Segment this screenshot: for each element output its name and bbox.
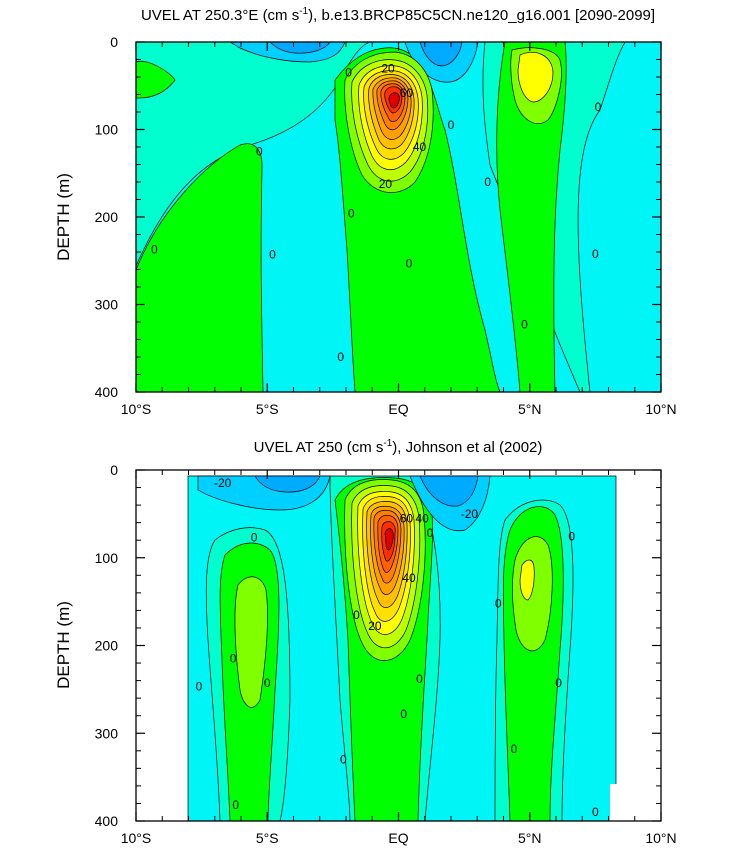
contour-label-bottom: 20 xyxy=(368,619,382,633)
contour-label-bottom: 0 xyxy=(400,707,407,721)
contour-label-top: 0 xyxy=(345,66,352,80)
x-tick-label-top: 10°S xyxy=(121,401,152,417)
contour-labels-top: 0 0 0 0 0 0 0 0 0 0 0 0 20 60 40 20 xyxy=(151,61,602,364)
pos-left-inner-bot xyxy=(234,576,268,708)
contour-label-top: 60 xyxy=(400,86,414,100)
y-tick-label-top: 100 xyxy=(95,122,119,138)
contour-label-top: 0 xyxy=(337,350,344,364)
contour-label-top: 20 xyxy=(381,61,395,75)
contour-label-top: 40 xyxy=(413,140,427,154)
contour-label-top: 0 xyxy=(484,175,491,189)
x-tick-label-top: EQ xyxy=(388,401,408,417)
x-tick-label-bottom: 10°S xyxy=(121,830,152,846)
contour-label-top: 0 xyxy=(595,100,602,114)
contour-label-top: 20 xyxy=(379,177,393,191)
ylabel-bottom: DEPTH (m) xyxy=(54,601,73,689)
contour-label-top: 0 xyxy=(269,248,276,262)
contour-label-top: 0 xyxy=(448,118,455,132)
contour-label-bottom: 0 xyxy=(592,805,599,819)
contour-label-bottom: 0 xyxy=(555,676,562,690)
contour-label-top: 0 xyxy=(406,256,413,270)
x-tick-label-top: 5°N xyxy=(518,401,542,417)
contour-label-bottom: 0 xyxy=(353,608,360,622)
y-tick-label-bottom: 200 xyxy=(95,638,119,654)
contour-label-bottom: 40 xyxy=(402,571,416,585)
contour-label-top: 0 xyxy=(348,207,355,221)
contour-label-bottom: 60 xyxy=(400,511,414,525)
contour-label-bottom: 0 xyxy=(251,531,258,545)
neg-patch-right-inner-bot xyxy=(419,475,479,507)
neg-patch-left-inner-top xyxy=(269,42,331,54)
contour-field-top xyxy=(136,42,661,392)
x-tick-label-bottom: EQ xyxy=(388,830,408,846)
contour-field-bottom xyxy=(187,475,618,821)
ylabel-top: DEPTH (m) xyxy=(54,173,73,261)
title-top: UVEL AT 250.3°E (cm s-1), b.e13.BRCP85C5… xyxy=(141,6,655,24)
panel-top: UVEL AT 250.3°E (cm s-1), b.e13.BRCP85C5… xyxy=(54,6,677,417)
contour-label-bottom: 0 xyxy=(340,753,347,767)
x-tick-label-top: 10°N xyxy=(645,401,676,417)
contour-label-bottom: 0 xyxy=(427,526,434,540)
contour-label-top: 0 xyxy=(256,144,263,158)
y-tick-label-bottom: 0 xyxy=(110,462,118,478)
y-tick-label-top: 400 xyxy=(95,384,119,400)
pos-right-column-top xyxy=(496,42,567,392)
contour-label-bottom: 0 xyxy=(511,742,518,756)
title-bottom: UVEL AT 250 (cm s-1), Johnson et al (200… xyxy=(254,438,543,456)
x-tick-label-bottom: 5°N xyxy=(518,830,542,846)
pos-right-max-bot xyxy=(519,559,535,601)
contour-label-bottom: 0 xyxy=(416,672,423,686)
y-tick-label-bottom: 100 xyxy=(95,550,119,566)
pos-band-left-top xyxy=(136,143,264,392)
contour-label-bottom: 0 xyxy=(495,596,502,610)
contour-label-top: 0 xyxy=(521,318,528,332)
y-tick-label-top: 200 xyxy=(95,209,119,225)
contour-label-bottom: 0 xyxy=(232,798,239,812)
y-tick-label-bottom: 300 xyxy=(95,725,119,741)
contour-label-bottom: -20 xyxy=(214,476,232,490)
contour-label-bottom: 0 xyxy=(196,680,203,694)
y-tick-label-bottom: 400 xyxy=(95,813,119,829)
x-tick-label-bottom: 10°N xyxy=(645,830,676,846)
contour-label-bottom: 0 xyxy=(230,652,237,666)
neg-patch-right-inner-top xyxy=(419,42,463,67)
contour-label-top: 0 xyxy=(151,242,158,256)
contour-label-bottom: -20 xyxy=(461,507,479,521)
euc-max-top xyxy=(388,92,400,109)
contour-label-bottom: 0 xyxy=(264,676,271,690)
contour-label-top: 0 xyxy=(592,247,599,261)
pos-right-10-bot xyxy=(512,536,553,652)
euc-max-bot xyxy=(384,528,394,551)
contour-label-bottom: 0 xyxy=(568,530,575,544)
pos-right-max-top xyxy=(517,51,554,103)
contour-label-bottom: 40 xyxy=(415,511,429,525)
pos-left-blob-top xyxy=(136,60,176,99)
neg-band-bot xyxy=(187,475,617,821)
x-tick-label-bottom: 5°S xyxy=(256,830,279,846)
y-tick-label-top: 0 xyxy=(110,34,118,50)
y-tick-label-top: 300 xyxy=(95,297,119,313)
neg-patch-left-inner-bot xyxy=(254,475,321,493)
panel-bottom: UVEL AT 250 (cm s-1), Johnson et al (200… xyxy=(54,438,677,846)
x-tick-label-top: 5°S xyxy=(256,401,279,417)
